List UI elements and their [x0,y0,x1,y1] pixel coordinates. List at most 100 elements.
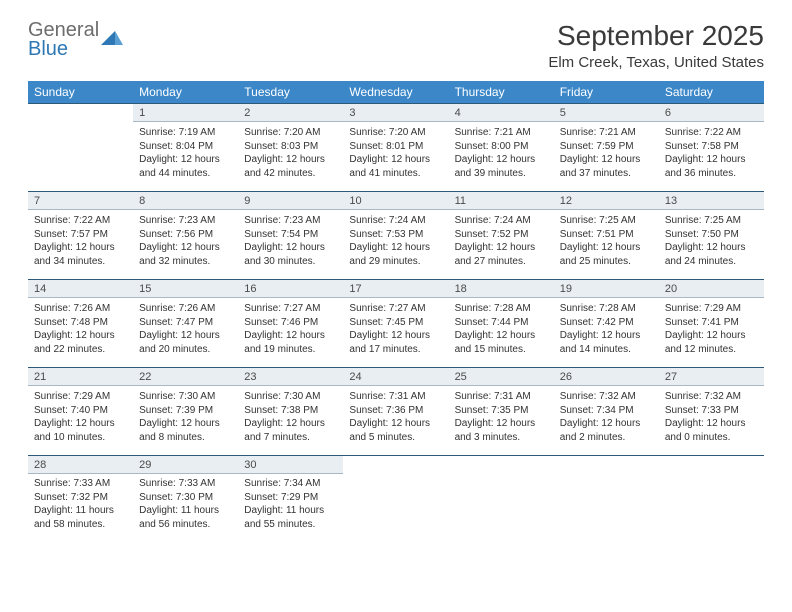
calendar-table: Sunday Monday Tuesday Wednesday Thursday… [28,81,764,541]
daylight-text-1: Daylight: 12 hours [455,241,548,255]
sunset-text: Sunset: 7:39 PM [139,404,232,418]
day-cell [554,474,659,542]
sunset-text: Sunset: 7:59 PM [560,140,653,154]
daylight-text-2: and 44 minutes. [139,167,232,181]
daylight-text-1: Daylight: 12 hours [139,417,232,431]
sunrise-text: Sunrise: 7:24 AM [455,214,548,228]
day-cell: Sunrise: 7:32 AMSunset: 7:34 PMDaylight:… [554,386,659,456]
sunrise-text: Sunrise: 7:31 AM [349,390,442,404]
day-cell: Sunrise: 7:21 AMSunset: 8:00 PMDaylight:… [449,122,554,192]
daylight-text-1: Daylight: 11 hours [34,504,127,518]
sunrise-text: Sunrise: 7:25 AM [560,214,653,228]
day-number: 7 [28,192,133,210]
sunset-text: Sunset: 7:47 PM [139,316,232,330]
daylight-text-1: Daylight: 12 hours [455,153,548,167]
daylight-text-1: Daylight: 11 hours [244,504,337,518]
sunset-text: Sunset: 7:29 PM [244,491,337,505]
daylight-text-1: Daylight: 12 hours [560,153,653,167]
daylight-text-1: Daylight: 12 hours [139,153,232,167]
day-number: 6 [659,104,764,122]
daylight-text-1: Daylight: 12 hours [349,417,442,431]
day-number: 9 [238,192,343,210]
day-of-week-header: Sunday Monday Tuesday Wednesday Thursday… [28,81,764,104]
daylight-text-2: and 0 minutes. [665,431,758,445]
day-number: 26 [554,368,659,386]
sunset-text: Sunset: 7:44 PM [455,316,548,330]
day-number [28,104,133,122]
sunset-text: Sunset: 7:52 PM [455,228,548,242]
day-cell: Sunrise: 7:19 AMSunset: 8:04 PMDaylight:… [133,122,238,192]
dow-tuesday: Tuesday [238,81,343,104]
day-cell: Sunrise: 7:34 AMSunset: 7:29 PMDaylight:… [238,474,343,542]
sunset-text: Sunset: 7:51 PM [560,228,653,242]
day-cell: Sunrise: 7:27 AMSunset: 7:45 PMDaylight:… [343,298,448,368]
day-cell: Sunrise: 7:25 AMSunset: 7:51 PMDaylight:… [554,210,659,280]
day-number-row: 282930 [28,456,764,474]
daylight-text-2: and 17 minutes. [349,343,442,357]
location-subtitle: Elm Creek, Texas, United States [548,54,764,71]
day-cell: Sunrise: 7:32 AMSunset: 7:33 PMDaylight:… [659,386,764,456]
dow-wednesday: Wednesday [343,81,448,104]
sunset-text: Sunset: 7:58 PM [665,140,758,154]
daylight-text-1: Daylight: 12 hours [455,417,548,431]
daylight-text-2: and 2 minutes. [560,431,653,445]
day-cell: Sunrise: 7:29 AMSunset: 7:41 PMDaylight:… [659,298,764,368]
sunrise-text: Sunrise: 7:29 AM [665,302,758,316]
day-cell: Sunrise: 7:30 AMSunset: 7:39 PMDaylight:… [133,386,238,456]
sunset-text: Sunset: 7:33 PM [665,404,758,418]
day-content-row: Sunrise: 7:19 AMSunset: 8:04 PMDaylight:… [28,122,764,192]
sunrise-text: Sunrise: 7:29 AM [34,390,127,404]
sunrise-text: Sunrise: 7:25 AM [665,214,758,228]
day-number: 24 [343,368,448,386]
day-number: 13 [659,192,764,210]
dow-sunday: Sunday [28,81,133,104]
daylight-text-1: Daylight: 12 hours [34,329,127,343]
day-cell: Sunrise: 7:33 AMSunset: 7:30 PMDaylight:… [133,474,238,542]
sunset-text: Sunset: 7:41 PM [665,316,758,330]
header: General Blue September 2025 Elm Creek, T… [28,20,764,71]
daylight-text-1: Daylight: 12 hours [244,241,337,255]
daylight-text-2: and 22 minutes. [34,343,127,357]
sunrise-text: Sunrise: 7:23 AM [244,214,337,228]
daylight-text-2: and 3 minutes. [455,431,548,445]
sunset-text: Sunset: 8:01 PM [349,140,442,154]
daylight-text-2: and 41 minutes. [349,167,442,181]
sunrise-text: Sunrise: 7:30 AM [244,390,337,404]
sunset-text: Sunset: 8:03 PM [244,140,337,154]
sunset-text: Sunset: 7:48 PM [34,316,127,330]
sunset-text: Sunset: 7:40 PM [34,404,127,418]
sunrise-text: Sunrise: 7:20 AM [244,126,337,140]
daylight-text-1: Daylight: 12 hours [665,417,758,431]
day-cell: Sunrise: 7:30 AMSunset: 7:38 PMDaylight:… [238,386,343,456]
sunset-text: Sunset: 7:45 PM [349,316,442,330]
day-number: 15 [133,280,238,298]
sunrise-text: Sunrise: 7:19 AM [139,126,232,140]
day-number: 28 [28,456,133,474]
sunset-text: Sunset: 7:34 PM [560,404,653,418]
sunrise-text: Sunrise: 7:26 AM [34,302,127,316]
sunrise-text: Sunrise: 7:28 AM [560,302,653,316]
daylight-text-1: Daylight: 12 hours [139,241,232,255]
daylight-text-1: Daylight: 12 hours [665,153,758,167]
daylight-text-1: Daylight: 12 hours [34,241,127,255]
daylight-text-1: Daylight: 12 hours [665,241,758,255]
sunrise-text: Sunrise: 7:34 AM [244,477,337,491]
daylight-text-2: and 12 minutes. [665,343,758,357]
day-cell: Sunrise: 7:23 AMSunset: 7:54 PMDaylight:… [238,210,343,280]
day-content-row: Sunrise: 7:29 AMSunset: 7:40 PM Daylight:… [28,386,764,456]
sunrise-text: Sunrise: 7:27 AM [349,302,442,316]
sunrise-text: Sunrise: 7:30 AM [139,390,232,404]
daylight-text-2: and 58 minutes. [34,518,127,532]
sunrise-text: Sunrise: 7:20 AM [349,126,442,140]
sunset-text: Sunset: 7:50 PM [665,228,758,242]
daylight-text-2: and 15 minutes. [455,343,548,357]
daylight-text-2: and 10 minutes. [34,431,127,445]
day-cell: Sunrise: 7:26 AMSunset: 7:48 PMDaylight:… [28,298,133,368]
day-cell: Sunrise: 7:27 AMSunset: 7:46 PMDaylight:… [238,298,343,368]
daylight-text-2: and 5 minutes. [349,431,442,445]
sunrise-text: Sunrise: 7:28 AM [455,302,548,316]
daylight-text-1: Daylight: 12 hours [244,329,337,343]
daylight-text-1: Daylight: 12 hours [244,417,337,431]
daylight-text-2: and 55 minutes. [244,518,337,532]
day-cell: Sunrise: 7:22 AMSunset: 7:57 PMDaylight:… [28,210,133,280]
